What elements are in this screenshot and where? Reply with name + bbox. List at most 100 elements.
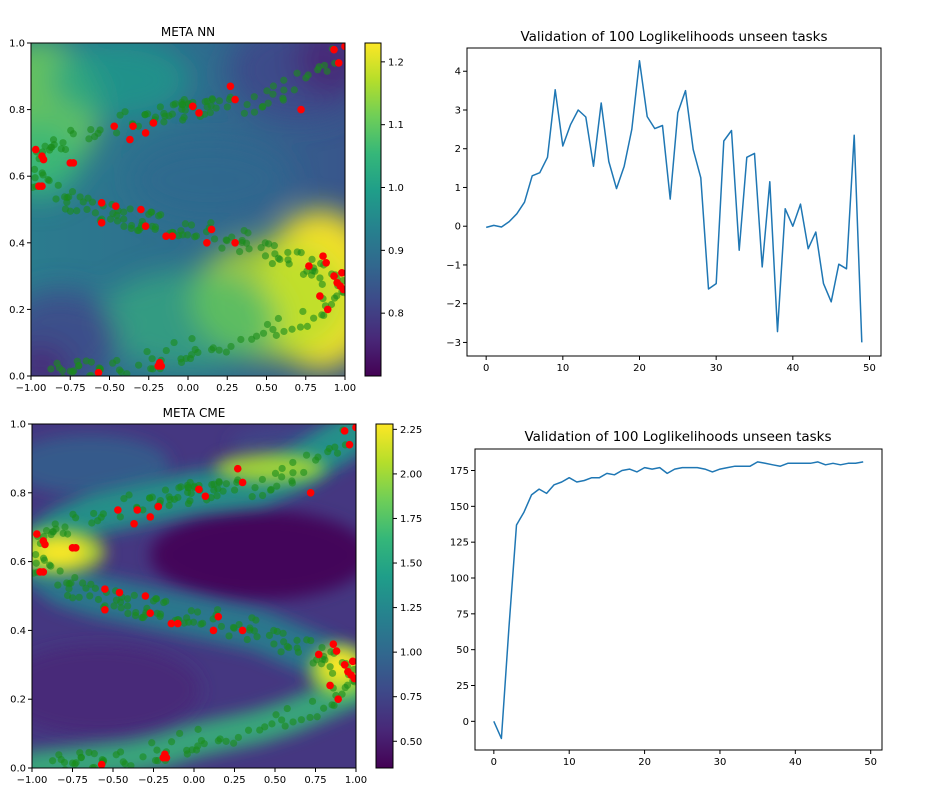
validation-top-y-tick-label: −3 xyxy=(446,338,461,349)
meta-nn-context-point xyxy=(270,242,278,250)
validation-top-y-tick-label: 1 xyxy=(455,183,461,194)
validation-top-axes-frame xyxy=(466,47,882,357)
meta-cme-colorbar-tick-label: 0.75 xyxy=(400,692,422,703)
meta-cme-context-point xyxy=(285,643,293,652)
meta-cme-target-point xyxy=(162,753,171,762)
meta-nn-context-point xyxy=(333,292,341,300)
meta-cme-target-point xyxy=(154,502,163,511)
validation-top-y-tick-label: 4 xyxy=(455,67,461,78)
validation-top-x-tick-label: 0 xyxy=(483,363,489,374)
meta-nn-context-point xyxy=(240,227,248,235)
meta-nn-context-point xyxy=(165,112,173,120)
meta-nn-x-tick-label: −1.00 xyxy=(16,383,47,394)
meta-cme-context-point xyxy=(71,760,79,768)
meta-nn-target-point xyxy=(341,43,345,51)
meta-cme-context-point xyxy=(328,669,337,677)
meta-cme-context-point xyxy=(188,746,196,754)
meta-nn-target-point xyxy=(207,225,216,234)
meta-nn-context-point xyxy=(73,207,81,215)
validation-top-y-tick-label: −1 xyxy=(446,260,461,271)
meta-cme-context-point xyxy=(87,580,95,588)
meta-nn-target-point xyxy=(188,102,197,111)
validation-bottom-line xyxy=(493,461,864,740)
meta-cme-context-point xyxy=(229,623,238,632)
meta-nn-context-point xyxy=(120,222,128,231)
meta-cme-target-point xyxy=(195,485,203,494)
meta-nn-context-point xyxy=(179,116,187,124)
meta-nn-target-point xyxy=(339,285,345,294)
meta-nn-target-point xyxy=(231,239,239,247)
meta-nn-context-point xyxy=(318,280,326,288)
meta-nn-context-point xyxy=(203,103,211,111)
meta-nn-context-point xyxy=(323,67,331,75)
meta-cme-y-tick-label: 0.0 xyxy=(10,764,26,775)
meta-cme-context-point xyxy=(148,739,156,747)
meta-nn-context-point xyxy=(134,122,143,130)
meta-nn-context-point xyxy=(228,233,236,241)
meta-nn-context-point xyxy=(170,338,178,347)
meta-nn-context-point xyxy=(126,205,134,213)
meta-nn-context-point xyxy=(182,354,190,363)
meta-nn-colorbar: 0.8 0.9 1.0 1.1 1.2 xyxy=(364,42,404,377)
meta-cme-context-point xyxy=(112,596,121,604)
meta-cme-target-point xyxy=(146,513,155,521)
meta-cme-context-point xyxy=(314,453,322,461)
meta-nn-target-point xyxy=(168,232,177,240)
meta-cme-x-tick-label: 0.00 xyxy=(183,775,205,786)
meta-nn-context-point xyxy=(106,215,115,223)
meta-cme-context-point xyxy=(326,663,334,671)
meta-nn-context-point xyxy=(113,217,122,225)
meta-nn-context-point xyxy=(54,181,62,189)
meta-cme-context-point xyxy=(207,494,215,502)
meta-nn-context-point xyxy=(31,174,39,182)
validation-top-x-axis: 0 10 20 30 40 50 xyxy=(483,356,876,374)
meta-nn-context-point xyxy=(143,347,151,356)
meta-cme-context-point xyxy=(85,748,93,757)
meta-nn-context-point xyxy=(162,346,170,355)
meta-nn-target-point xyxy=(195,109,203,117)
meta-cme-target-point xyxy=(348,657,356,666)
meta-nn-context-point xyxy=(297,249,305,257)
meta-nn-target-point xyxy=(31,145,40,154)
meta-cme-colorbar-gradient xyxy=(375,423,394,769)
meta-nn-context-point xyxy=(82,357,90,365)
meta-cme-context-point xyxy=(183,481,192,489)
meta-nn-target-point xyxy=(137,205,145,214)
meta-cme-scatter xyxy=(32,424,356,768)
meta-nn-target-point xyxy=(97,219,106,227)
meta-cme-context-point xyxy=(65,584,73,593)
meta-nn-context-point xyxy=(308,255,316,263)
validation-bottom-line-panel: Validation of 100 Loglikelihoods unseen … xyxy=(450,429,883,768)
meta-cme-y-tick-label: 0.2 xyxy=(10,695,26,706)
validation-top-x-tick-label: 20 xyxy=(633,363,646,374)
meta-cme-context-point xyxy=(90,509,98,518)
meta-nn-target-point xyxy=(319,252,327,260)
meta-cme-context-point xyxy=(318,643,326,652)
meta-cme-context-point xyxy=(148,493,156,501)
meta-cme-context-point xyxy=(288,477,296,485)
meta-cme-context-point xyxy=(300,468,308,477)
meta-cme-context-point xyxy=(139,613,147,622)
meta-nn-x-axis: −1.00 −0.75 −0.50 −0.25 0.00 0.25 0.50 0.75 1.00 xyxy=(16,376,356,394)
meta-nn-context-point xyxy=(75,362,83,370)
meta-nn-context-point xyxy=(109,359,117,367)
meta-cme-context-point xyxy=(69,594,77,602)
meta-nn-context-point xyxy=(279,94,287,102)
meta-nn-target-point xyxy=(141,222,150,230)
meta-cme-context-point xyxy=(57,755,65,764)
meta-cme-context-point xyxy=(350,665,356,674)
meta-nn-context-point xyxy=(61,145,70,154)
meta-cme-context-point xyxy=(165,501,173,510)
meta-nn-context-point xyxy=(259,329,268,337)
meta-cme-context-point xyxy=(244,726,253,734)
validation-bottom-x-tick-label: 30 xyxy=(714,757,727,768)
meta-nn-context-point xyxy=(269,90,277,98)
validation-bottom-y-tick-label: 150 xyxy=(450,502,469,513)
meta-nn-context-point xyxy=(68,368,77,376)
meta-cme-context-point xyxy=(283,704,291,713)
meta-cme-context-point xyxy=(56,567,64,575)
meta-cme-context-point xyxy=(279,629,287,637)
meta-nn-context-point xyxy=(215,97,223,105)
meta-cme-context-point xyxy=(308,697,317,705)
meta-nn-target-point xyxy=(126,135,134,144)
